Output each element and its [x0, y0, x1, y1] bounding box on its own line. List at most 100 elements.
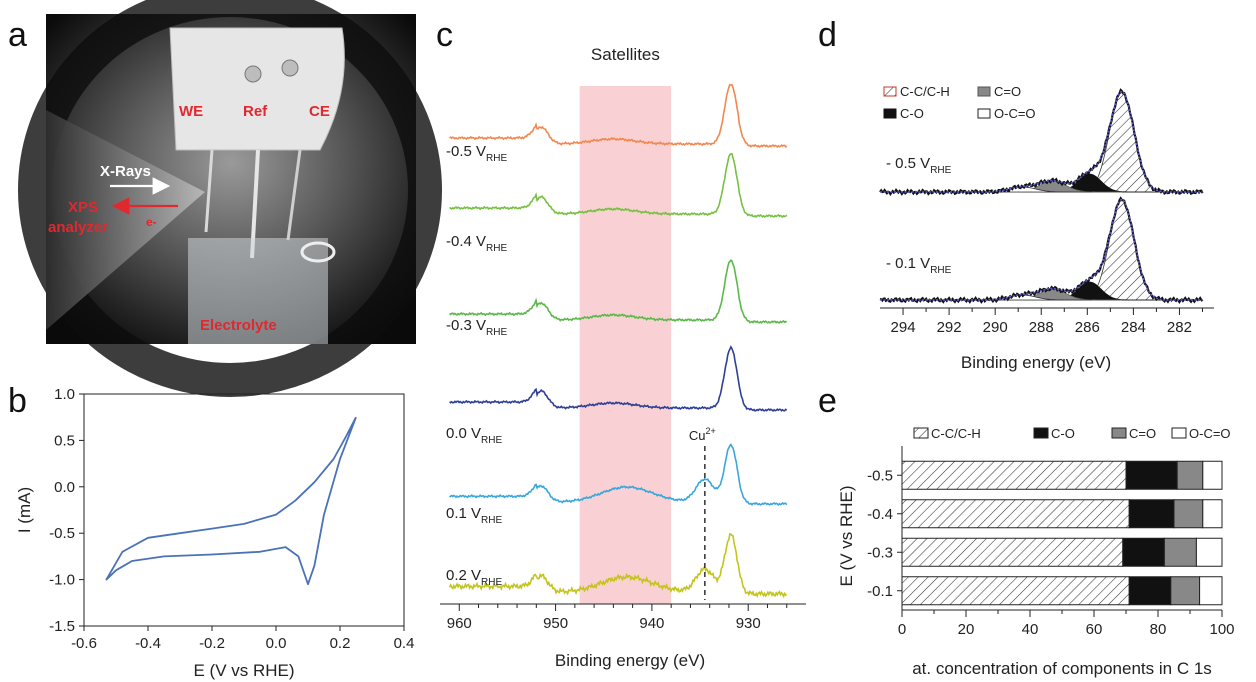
cv-ytick-label: 0.0 [54, 479, 75, 496]
photo-label-xrays: X-Rays [100, 163, 151, 180]
c1s-xtick-label: 294 [891, 319, 916, 336]
composition-bar-segment [1125, 460, 1178, 490]
cv-ytick-label: -1.0 [49, 572, 75, 589]
cu2p-potential-label: -0.4 VRHE [446, 233, 507, 254]
tube-loop [300, 241, 336, 263]
cu2p-potential-label-main: 0.0 V [446, 425, 481, 442]
cu2p-spectrum-line [449, 345, 788, 413]
cu2p-potential-label-sub: RHE [486, 327, 507, 338]
c1s-legend-swatch [883, 108, 897, 119]
c1s-legend-label: C-O [900, 106, 924, 121]
satellite-highlight-band [579, 86, 672, 604]
c1s-component-ccch [1052, 199, 1191, 301]
composition-bar-segment [1128, 576, 1172, 606]
panel-letter-e: e [818, 382, 837, 420]
cv-xtick-label: -0.4 [135, 635, 161, 652]
cu2p-potential-label-main: 0.1 V [446, 505, 481, 522]
composition-bar-segment [1170, 576, 1201, 606]
cu2p-potential-label: -0.5 VRHE [446, 143, 507, 164]
cu2p-potential-label-main: 0.2 V [446, 567, 481, 584]
c1s-raw-data [879, 196, 1204, 304]
cu2p-spectrum-line [449, 153, 788, 219]
photo-label-ref: Ref [243, 103, 268, 120]
analyzer-cone [46, 110, 205, 330]
cu2p-potential-label-main: -0.3 V [446, 317, 486, 334]
composition-xtick-label: 0 [898, 621, 906, 638]
c1s-legend-label: C=O [994, 84, 1021, 99]
panel-letter-d: d [818, 16, 837, 54]
c1s-xtick-label: 288 [1029, 319, 1054, 336]
c1s-legend-label: C-C/C-H [900, 84, 950, 99]
composition-bar-segment [1202, 460, 1223, 490]
composition-bar-segment [1173, 499, 1204, 529]
cu2p-potential-label-sub: RHE [486, 243, 507, 254]
c1s-legend-swatch [977, 108, 991, 119]
cu2p-chart: Satellites Cu2+ Binding energy (eV) 960 9… [440, 45, 806, 670]
cu2p-xtick-label: 940 [639, 615, 664, 632]
c1s-potential-label-sub: RHE [930, 165, 951, 176]
composition-legend-label: C=O [1129, 426, 1156, 441]
composition-bar-segment [1128, 499, 1175, 529]
cv-chart: I (mA) E (V vs RHE) -0.6 -0.4 -0.2 0.0 0.2 0.… [15, 386, 414, 680]
cell-holder [169, 27, 345, 151]
photo-panel: WE Ref CE X-Rays XPS analyzer e- Electro… [18, 0, 442, 397]
c1s-potential-label-sub: RHE [930, 265, 951, 276]
c1s-legend-swatch [977, 86, 991, 97]
cv-ytick-label: 0.5 [54, 432, 75, 449]
photo-vignette [18, 0, 442, 397]
composition-ytick-label: -0.5 [867, 467, 893, 484]
cu2-label-base: Cu [689, 428, 706, 443]
cv-xtick-label: -0.2 [199, 635, 225, 652]
cv-xtick-label: 0.2 [330, 635, 351, 652]
cv-ytick-label: 1.0 [54, 386, 75, 403]
composition-ylabel: E (V vs RHE) [837, 485, 856, 586]
c1s-raw-data [879, 88, 1204, 196]
c1s-potential-label-main: - 0.5 V [886, 155, 930, 172]
composition-bar-segment [901, 460, 1127, 490]
c1s-xtick-label: 292 [937, 319, 962, 336]
c1s-legend-label: O-C=O [994, 106, 1036, 121]
composition-bar-segment [901, 537, 1124, 567]
cu2p-potential-label-sub: RHE [481, 435, 502, 446]
cu2p-potential-label-main: -0.5 V [446, 143, 486, 160]
composition-legend-swatch [1171, 427, 1187, 439]
photo-label-xps: XPS [68, 199, 98, 216]
c1s-xtick-label: 286 [1075, 319, 1100, 336]
cv-ytick-label: -0.5 [49, 525, 75, 542]
cu2p-xlabel: Binding energy (eV) [555, 651, 705, 670]
photo-label-electrolyte: Electrolyte [200, 317, 277, 334]
composition-ytick-label: -0.1 [867, 583, 893, 600]
cu2p-potential-label: 0.0 VRHE [446, 425, 502, 446]
composition-legend-label: C-O [1051, 426, 1075, 441]
composition-legend-label: O-C=O [1189, 426, 1231, 441]
cu2p-xtick-label: 960 [447, 615, 472, 632]
composition-xtick-label: 20 [958, 621, 975, 638]
screw-2 [281, 59, 299, 77]
cu2p-potential-label-main: -0.4 V [446, 233, 486, 250]
composition-bar-segment [1122, 537, 1165, 567]
c1s-envelope [880, 90, 1203, 193]
we-wire [204, 149, 214, 233]
cu2p-xtick-label: 950 [543, 615, 568, 632]
cu2p-xtick-label: 930 [736, 615, 761, 632]
composition-bar-segment [1199, 576, 1223, 606]
c1s-xtick-label: 282 [1167, 319, 1192, 336]
panel-letter-b: b [8, 382, 27, 420]
c1s-potential-label-main: - 0.1 V [886, 255, 930, 272]
cu2p-spectrum-line [449, 443, 788, 507]
photo-label-ce: CE [309, 103, 330, 120]
composition-bar-segment [901, 576, 1130, 606]
composition-xtick-label: 100 [1209, 621, 1234, 638]
cu2-label-sup: 2+ [705, 426, 715, 436]
composition-ytick-label: -0.4 [867, 506, 893, 523]
composition-xlabel: at. concentration of components in C 1s [912, 659, 1212, 678]
composition-ytick-label: -0.3 [867, 544, 893, 561]
photo-label-analyzer: analyzer [48, 219, 108, 236]
c1s-chart: Binding energy (eV) 294 292 290 288 286 284 28… [879, 84, 1214, 372]
cu2p-spectrum-line [448, 532, 788, 599]
photo-label-we: WE [179, 103, 203, 120]
c1s-potential-label: - 0.5 VRHE [886, 155, 952, 176]
panel-letter-a: a [8, 16, 27, 54]
composition-chart: E (V vs RHE) at. concentration of compon… [837, 426, 1235, 678]
